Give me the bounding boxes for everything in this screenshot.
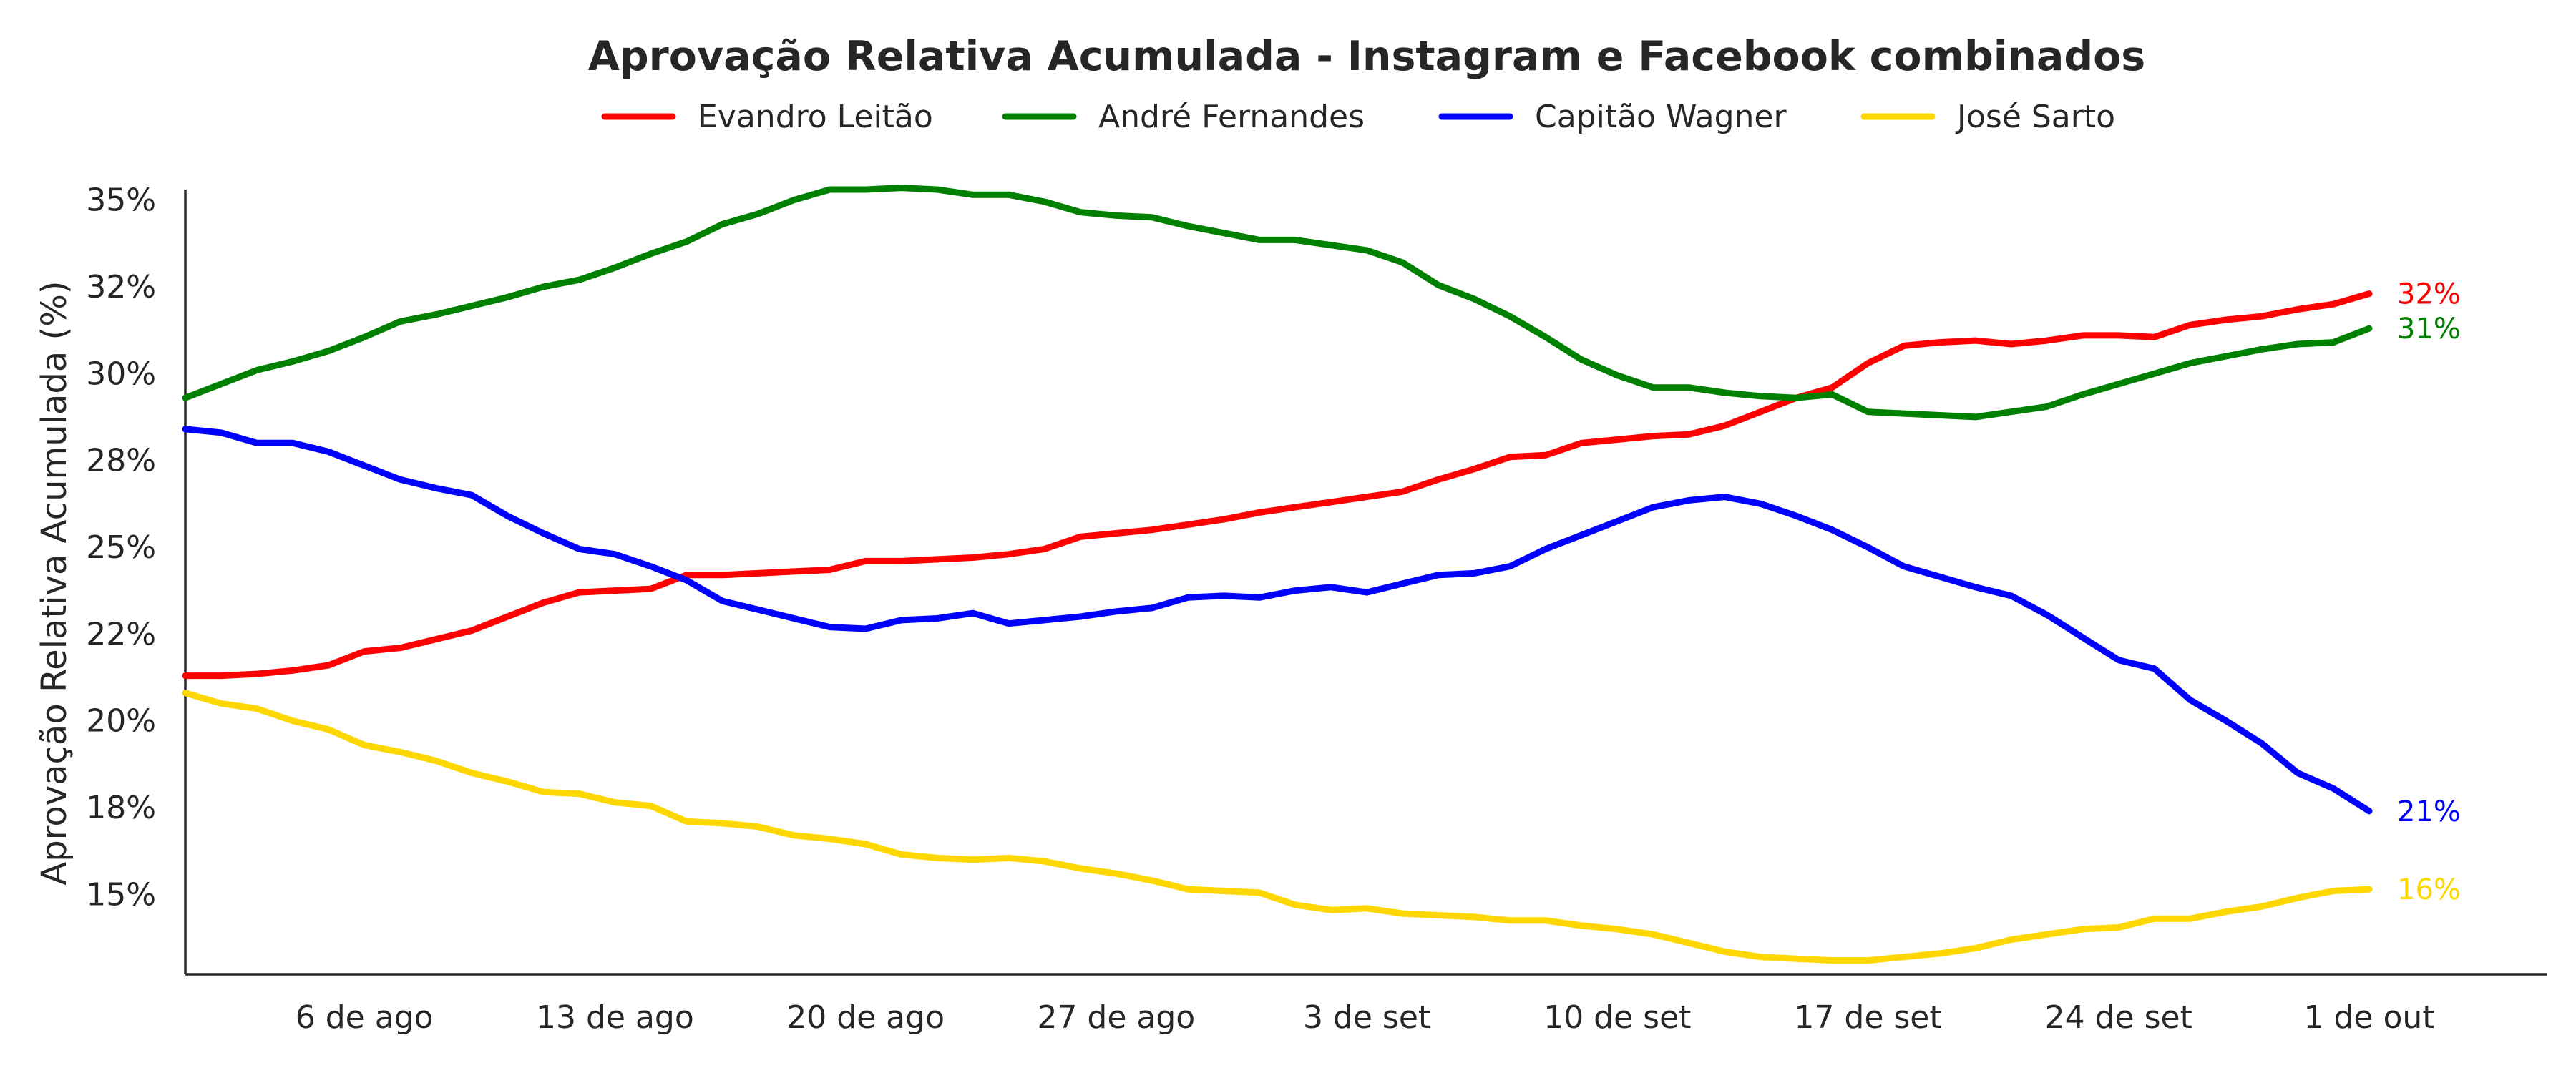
y-tick-label: 18% bbox=[86, 790, 156, 826]
x-tick-label: 3 de set bbox=[1303, 999, 1430, 1036]
end-label-0: 32% bbox=[2397, 278, 2461, 311]
series-line-0 bbox=[182, 290, 2373, 680]
end-label-3: 16% bbox=[2397, 873, 2461, 906]
x-tick-label: 27 de ago bbox=[1037, 999, 1195, 1036]
x-tick-label: 1 de out bbox=[2303, 999, 2434, 1036]
x-tick-label: 24 de set bbox=[2045, 999, 2192, 1036]
series-line-3 bbox=[182, 690, 2373, 964]
y-tick-label: 28% bbox=[86, 443, 156, 479]
y-tick-label: 25% bbox=[86, 529, 156, 566]
y-tick-label: 32% bbox=[86, 269, 156, 305]
legend-label-2: Capitão Wagner bbox=[1535, 99, 1787, 135]
series-line-2 bbox=[182, 426, 2373, 815]
x-ticks: 6 de ago 13 de ago 20 de ago 27 de ago 3 de … bbox=[296, 999, 2435, 1036]
y-ticks: 15% 18% 20% 22% 25% 28% 30% 32% 35% bbox=[86, 182, 156, 913]
end-labels: 32%31% 21% 16% bbox=[2397, 278, 2461, 906]
y-tick-label: 35% bbox=[86, 182, 156, 219]
legend: Evandro Leitão André Fernandes Capitão Wag… bbox=[601, 99, 2115, 135]
end-label-2: 21% bbox=[2397, 795, 2461, 828]
x-tick-label: 10 de set bbox=[1543, 999, 1691, 1036]
x-tick-label: 13 de ago bbox=[536, 999, 694, 1036]
x-tick-label: 20 de ago bbox=[786, 999, 945, 1036]
legend-label-1: André Fernandes bbox=[1098, 99, 1365, 135]
series-group bbox=[182, 185, 2373, 964]
chart-title: Aprovação Relativa Acumulada - Instagram… bbox=[588, 33, 2145, 80]
y-tick-label: 22% bbox=[86, 616, 156, 652]
x-tick-label: 6 de ago bbox=[296, 999, 434, 1036]
legend-label-0: Evandro Leitão bbox=[698, 99, 933, 135]
legend-label-3: José Sarto bbox=[1955, 99, 2115, 135]
series-line-1 bbox=[182, 185, 2373, 421]
y-tick-label: 30% bbox=[86, 356, 156, 392]
end-label-1: 31% bbox=[2397, 313, 2461, 346]
x-tick-label: 17 de set bbox=[1794, 999, 1941, 1036]
y-tick-label: 15% bbox=[86, 876, 156, 913]
y-axis-label: Aprovação Relativa Acumulada (%) bbox=[34, 280, 74, 885]
y-tick-label: 20% bbox=[86, 703, 156, 740]
